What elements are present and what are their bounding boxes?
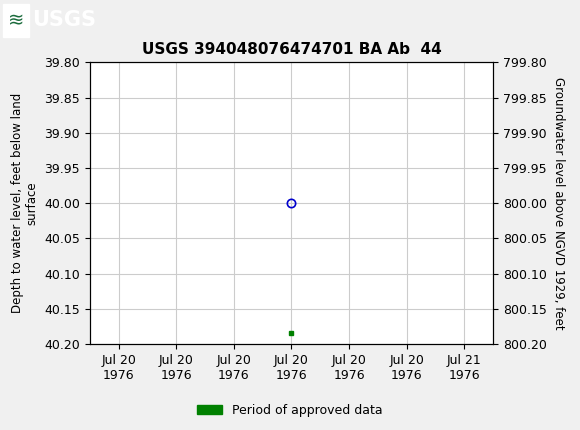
Text: USGS: USGS	[32, 10, 96, 31]
Title: USGS 394048076474701 BA Ab  44: USGS 394048076474701 BA Ab 44	[142, 42, 441, 57]
Y-axis label: Groundwater level above NGVD 1929, feet: Groundwater level above NGVD 1929, feet	[552, 77, 566, 329]
Y-axis label: Depth to water level, feet below land
surface: Depth to water level, feet below land su…	[11, 93, 39, 313]
Text: ≋: ≋	[8, 11, 24, 30]
Legend: Period of approved data: Period of approved data	[192, 399, 388, 421]
Bar	[3, 4, 29, 37]
